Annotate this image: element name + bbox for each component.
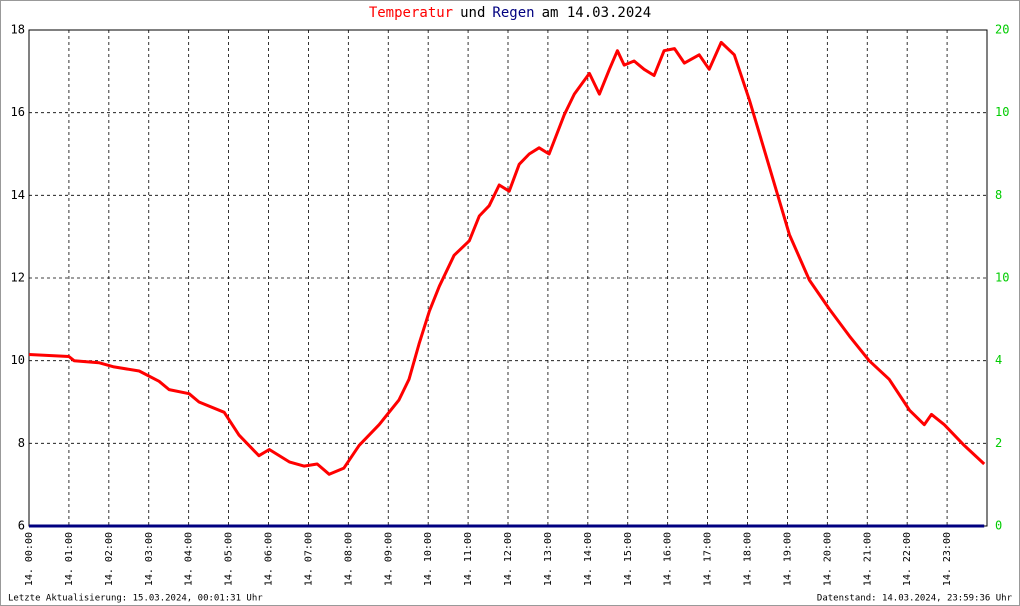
x-tick-label: 14. 09:00 [383,532,394,586]
y-tick-label: 14 [11,188,25,202]
x-tick-label: 14. 20:00 [822,532,833,586]
title-part: am 14.03.2024 [542,5,652,21]
footer-right: Datenstand: 14.03.2024, 23:59:36 Uhr [817,594,1013,604]
x-tick-label: 14. 12:00 [503,532,514,586]
y-tick-label: 16 [11,105,25,119]
y2-tick-label: 0 [995,519,1002,533]
x-tick-label: 14. 19:00 [782,532,793,586]
y2-tick-label: 2 [995,436,1002,450]
y2-tick-label: 4 [995,353,1002,367]
y-tick-label: 6 [18,519,25,533]
x-tick-label: 14. 10:00 [423,532,434,586]
y-tick-label: 10 [11,353,25,367]
x-tick-label: 14. 15:00 [623,532,634,586]
x-tick-label: 14. 17:00 [703,532,714,586]
title-part: Temperatur [369,5,453,21]
x-tick-label: 14. 05:00 [224,532,235,586]
y-tick-label: 12 [11,271,25,285]
chart-title: Temperatur und Regen am 14.03.2024 [369,5,651,21]
x-tick-label: 14. 11:00 [463,532,474,586]
footer-left: Letzte Aktualisierung: 15.03.2024, 00:01… [8,594,263,604]
x-tick-label: 14. 04:00 [184,532,195,586]
x-tick-label: 14. 14:00 [583,532,594,586]
y2-tick-label: 10 [995,271,1009,285]
x-tick-label: 14. 07:00 [303,532,314,586]
y-tick-label: 8 [18,436,25,450]
title-part: Regen [492,5,534,21]
y2-tick-label: 10 [995,105,1009,119]
x-tick-label: 14. 06:00 [264,532,275,586]
x-tick-label: 14. 18:00 [743,532,754,586]
x-tick-label: 14. 00:00 [24,532,35,586]
series-line [28,40,986,476]
x-tick-label: 14. 08:00 [343,532,354,586]
x-tick-label: 14. 16:00 [663,532,674,586]
x-tick-label: 14. 03:00 [144,532,155,586]
y-tick-label: 18 [11,23,25,37]
x-tick-label: 14. 02:00 [104,532,115,586]
x-tick-label: 14. 13:00 [543,532,554,586]
y2-tick-label: 8 [995,188,1002,202]
title-part: und [460,5,485,21]
x-tick-label: 14. 01:00 [64,532,75,586]
x-tick-label: 14. 23:00 [942,532,953,586]
x-tick-label: 14. 22:00 [902,532,913,586]
x-tick-label: 14. 21:00 [862,532,873,586]
y2-tick-label: 20 [995,23,1009,37]
